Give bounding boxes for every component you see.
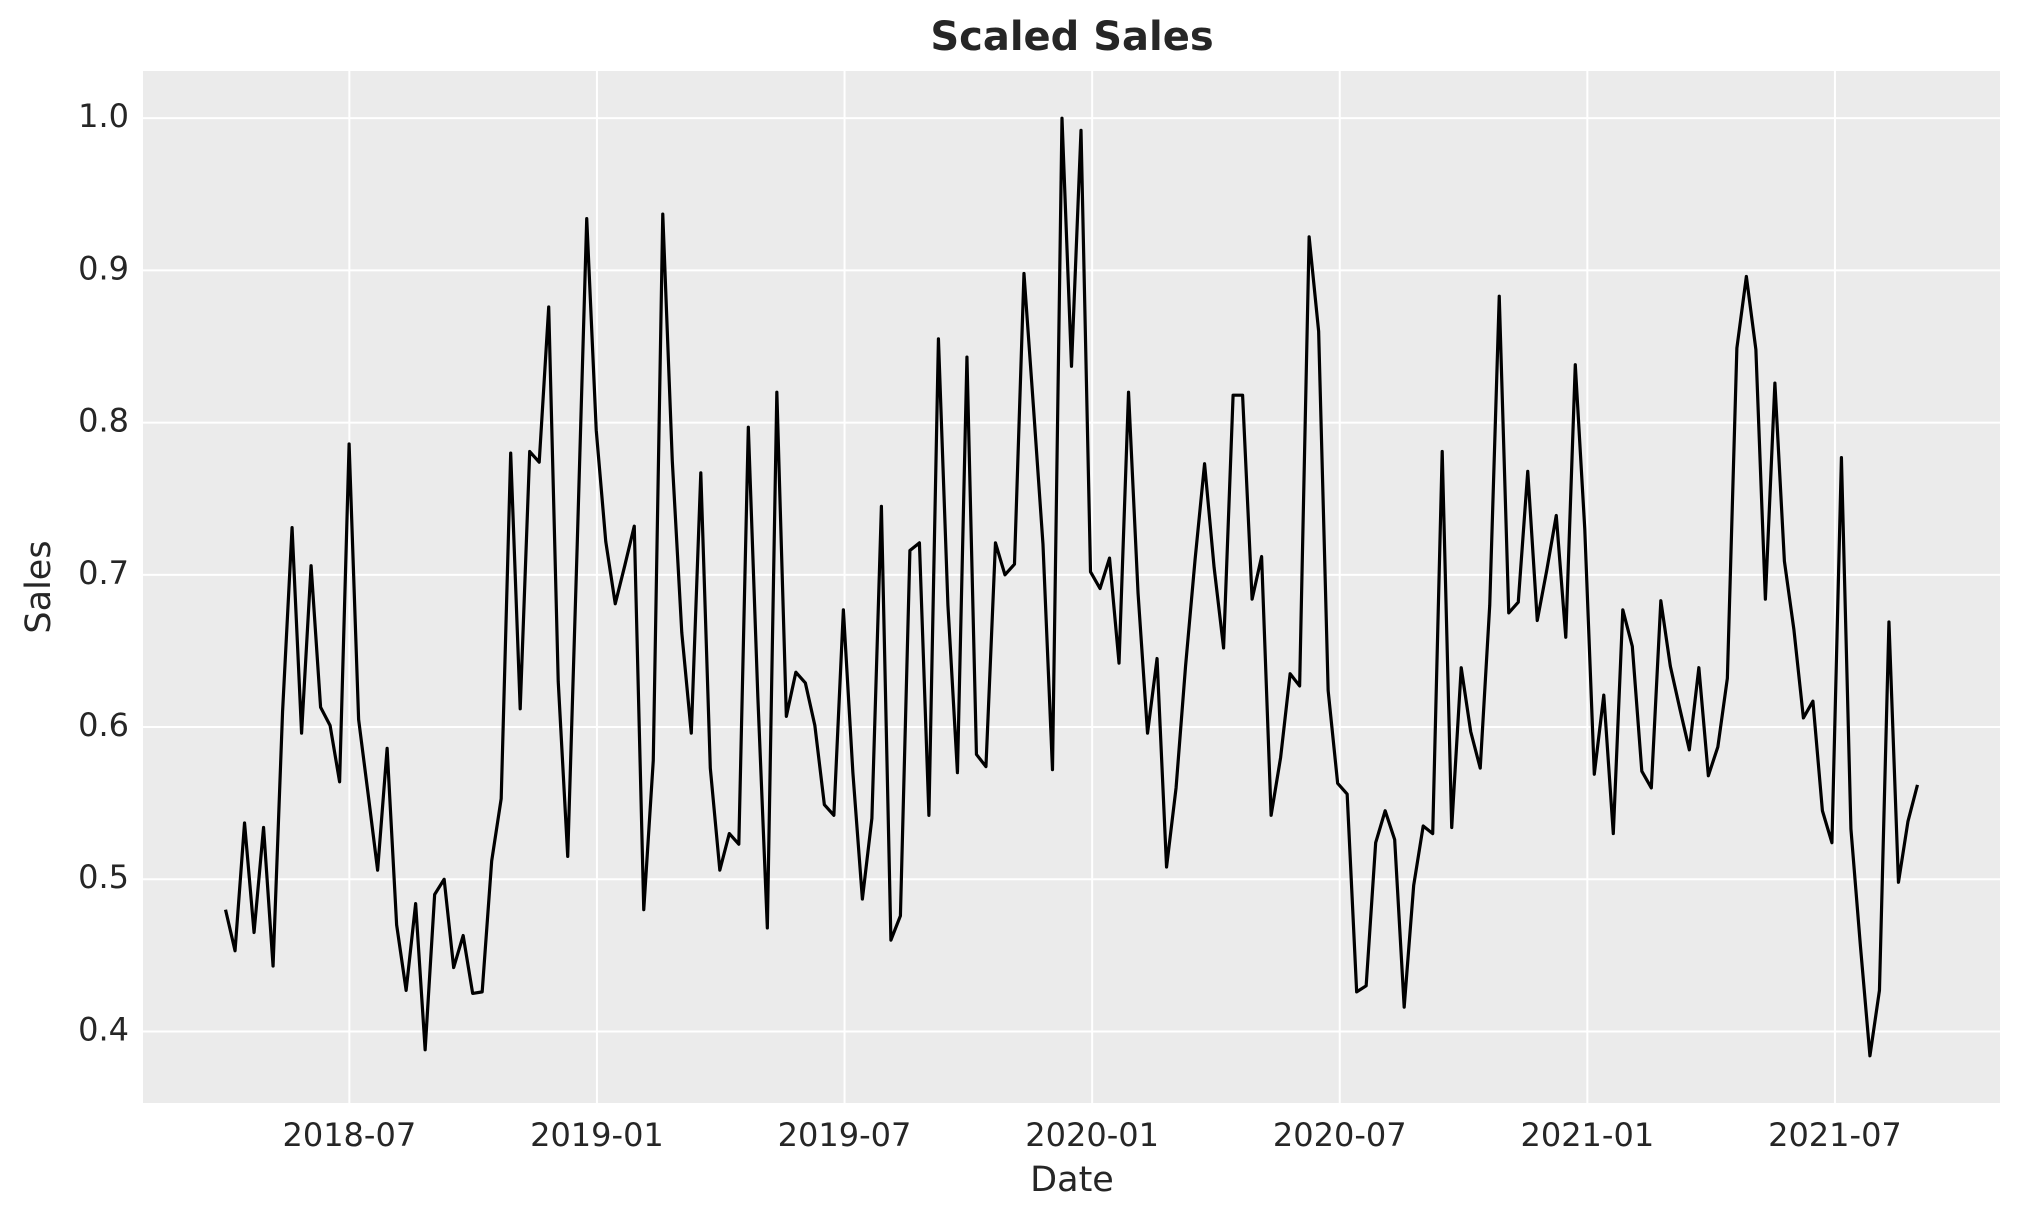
x-tick-label: 2018-07 (282, 1116, 416, 1154)
y-tick-label: 0.8 (78, 402, 129, 440)
x-tick-label: 2021-01 (1520, 1116, 1654, 1154)
y-axis-label: Sales (19, 540, 59, 633)
y-tick-label: 0.6 (78, 706, 129, 744)
x-tick-label: 2021-07 (1768, 1116, 1902, 1154)
x-axis-label: Date (1030, 1160, 1114, 1200)
line-series (223, 116, 1920, 1058)
x-tick-label: 2019-01 (530, 1116, 664, 1154)
y-tick-label: 0.9 (78, 249, 129, 287)
plot-background (143, 71, 2000, 1103)
x-tick-label: 2019-07 (778, 1116, 912, 1154)
y-tick-label: 0.4 (78, 1010, 129, 1048)
chart-title: Scaled Sales (930, 14, 1213, 60)
x-tick-label: 2020-07 (1273, 1116, 1407, 1154)
y-tick-label: 0.7 (78, 554, 129, 592)
y-tick-label: 1.0 (78, 97, 129, 135)
x-tick-label: 2020-01 (1025, 1116, 1159, 1154)
y-tick-label: 0.5 (78, 858, 129, 896)
